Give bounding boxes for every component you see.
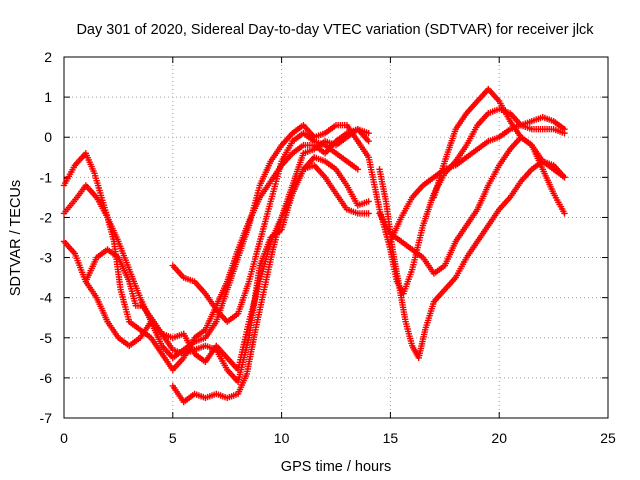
y-tick-label: -6 xyxy=(40,370,53,386)
data-point xyxy=(365,130,372,137)
x-tick-label: 20 xyxy=(491,430,507,446)
chart-title: Day 301 of 2020, Sidereal Day-to-day VTE… xyxy=(76,22,594,38)
y-tick-label: -4 xyxy=(40,290,53,306)
x-axis-label: GPS time / hours xyxy=(281,459,391,475)
y-tick-label: -2 xyxy=(40,209,53,225)
y-axis-label: SDTVAR / TECUs xyxy=(8,180,24,296)
x-tick-label: 10 xyxy=(274,430,290,446)
grid-lines xyxy=(64,57,608,418)
series-track-7 xyxy=(376,158,568,361)
series-track-5 xyxy=(169,126,372,406)
x-tick-label: 5 xyxy=(169,430,177,446)
plot-frame xyxy=(63,56,609,419)
x-tick-label: 0 xyxy=(60,430,68,446)
series-track-4 xyxy=(82,162,372,386)
data-point xyxy=(365,198,372,205)
series-track-8 xyxy=(376,134,568,277)
y-tick-label: 1 xyxy=(44,89,52,105)
data-point xyxy=(365,138,372,145)
data-point xyxy=(354,166,361,173)
series-track-6 xyxy=(169,130,361,325)
data-points xyxy=(60,85,568,406)
data-point xyxy=(561,210,568,217)
y-tick-label: -1 xyxy=(40,169,53,185)
y-tick-label: 2 xyxy=(44,49,52,65)
series-track-9 xyxy=(387,114,568,245)
y-tick-label: -5 xyxy=(40,330,53,346)
y-tick-label: -7 xyxy=(40,410,53,426)
x-tick-label: 15 xyxy=(383,430,399,446)
series-track-10 xyxy=(430,85,568,201)
y-tick-label: 0 xyxy=(44,129,52,145)
data-point xyxy=(561,126,568,133)
data-point xyxy=(561,174,568,181)
data-point xyxy=(365,210,372,217)
x-tick-label: 25 xyxy=(600,430,616,446)
series-track-3 xyxy=(60,154,372,374)
y-tick-label: -3 xyxy=(40,250,53,266)
